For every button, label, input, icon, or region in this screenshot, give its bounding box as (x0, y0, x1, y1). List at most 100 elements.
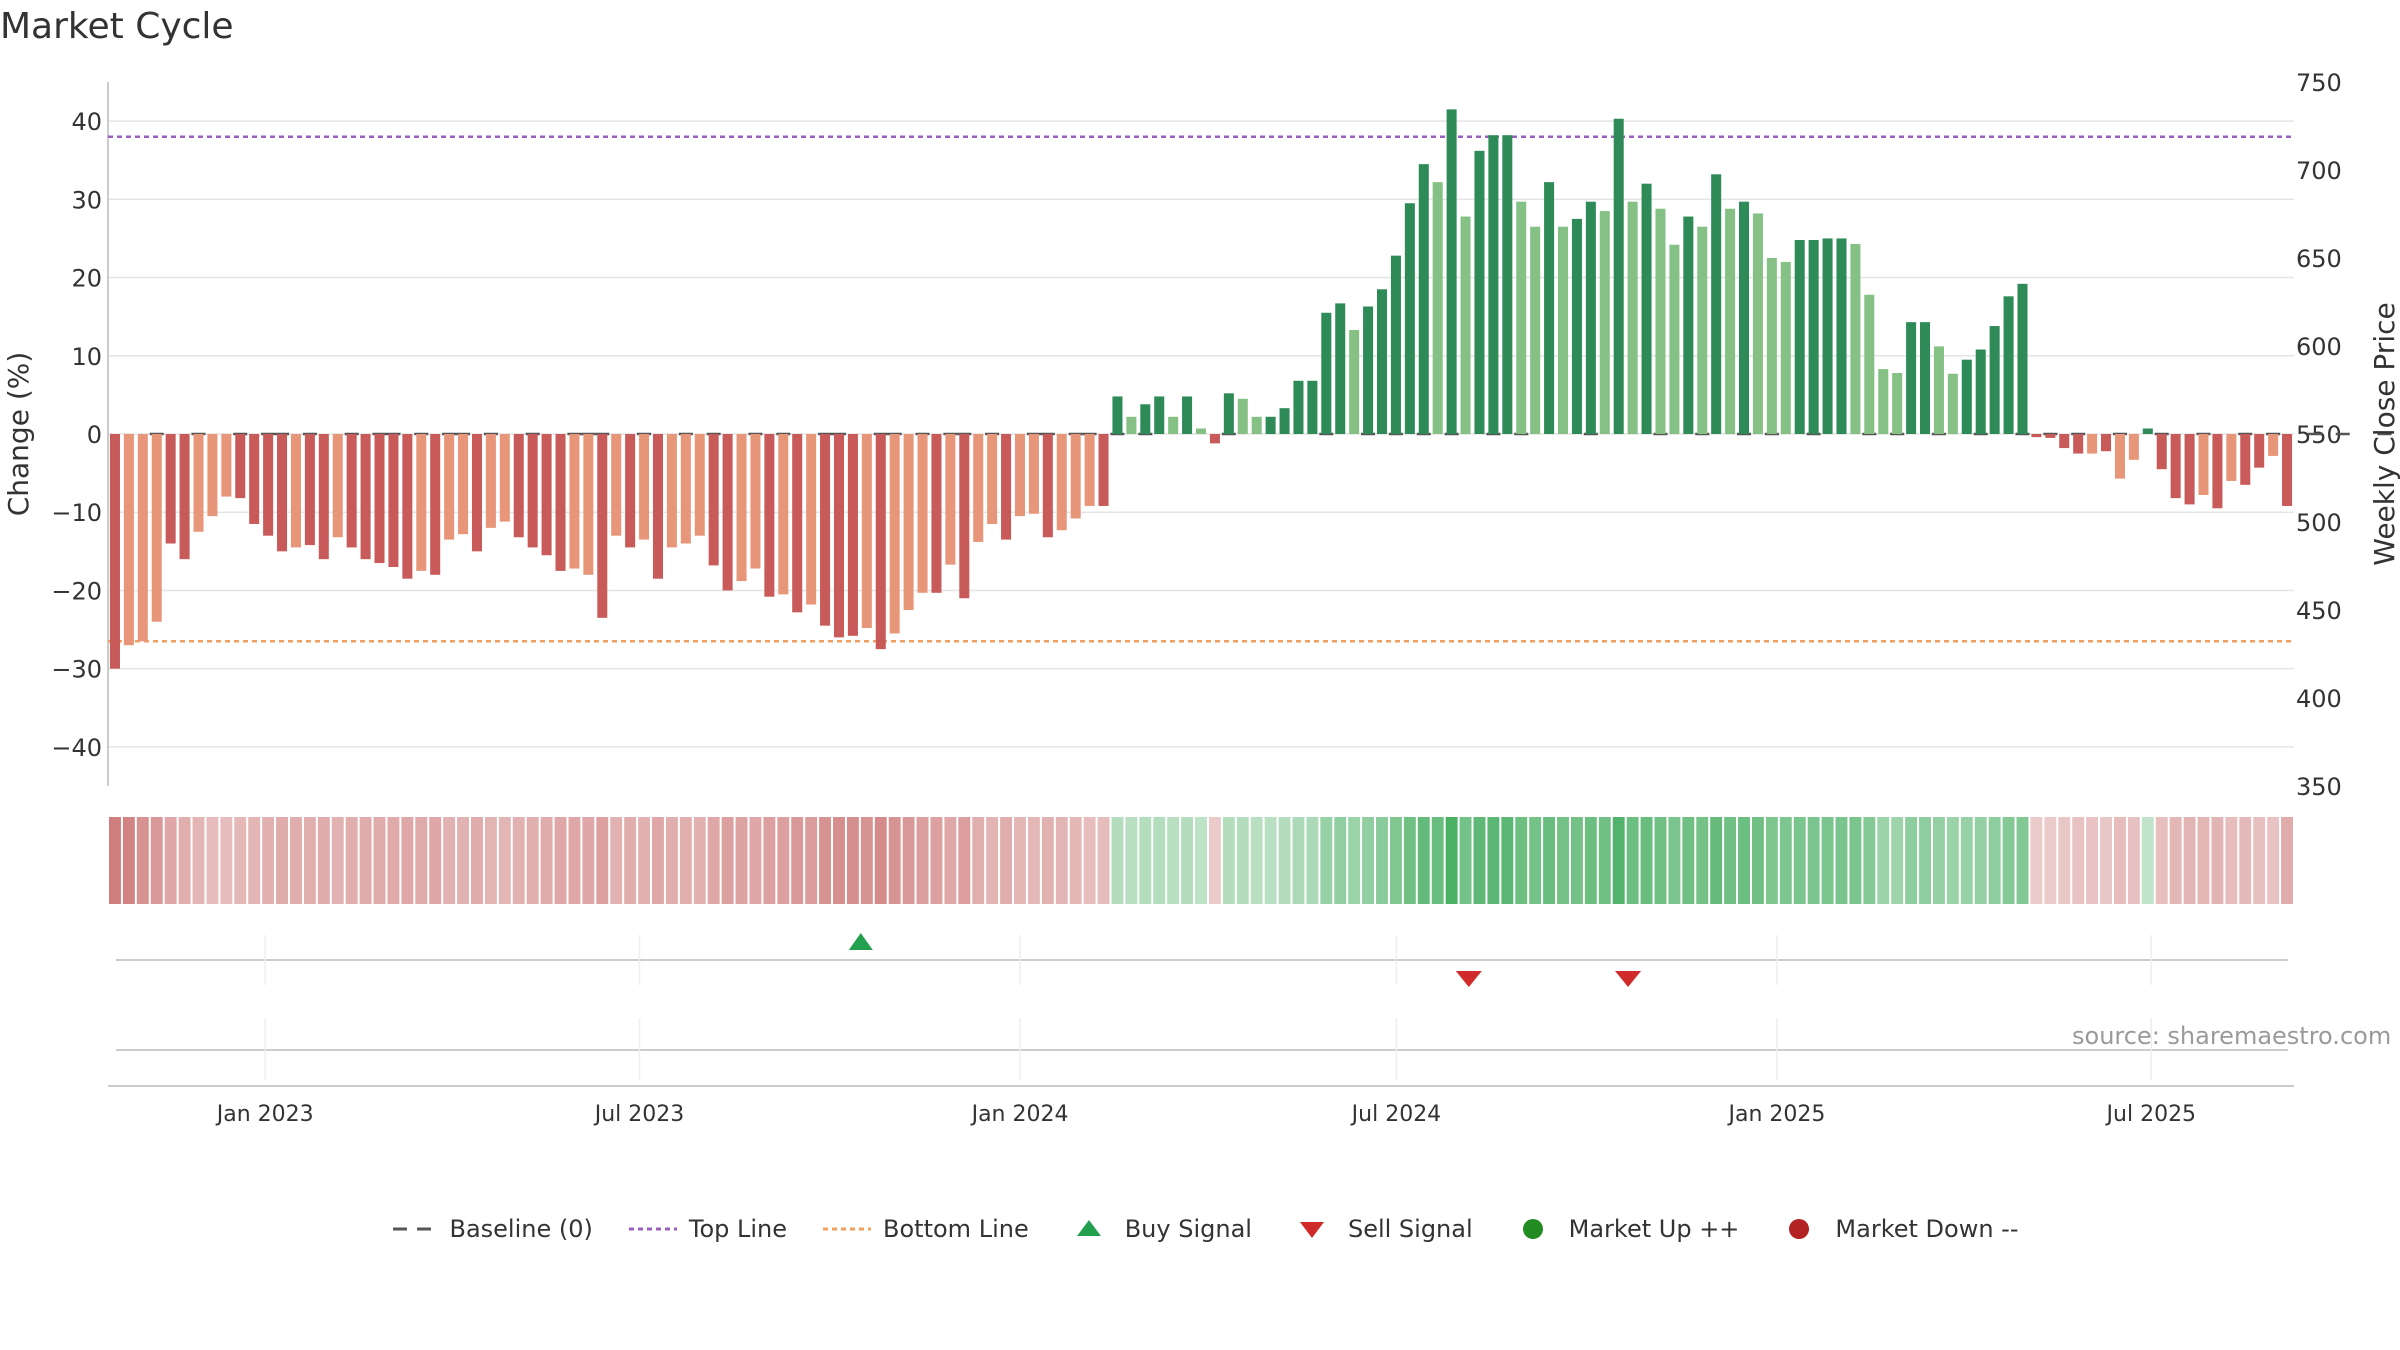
legend-bottom-line[interactable]: Bottom Line (815, 1215, 1029, 1243)
heat-cell (2100, 817, 2112, 904)
change-bar (2031, 434, 2042, 438)
heat-cell (1626, 817, 1639, 904)
legend-label-bottom-line: Bottom Line (883, 1215, 1029, 1243)
heat-cell (1765, 817, 1778, 904)
change-bar (1098, 434, 1109, 506)
change-bar (2073, 434, 2084, 454)
change-bar (1808, 240, 1819, 434)
triangle-up-icon (1076, 1220, 1101, 1236)
y-tick-label-right: 400 (2296, 685, 2342, 713)
x-tick-label: Jul 2025 (2105, 1102, 2197, 1127)
heat-cell (568, 817, 581, 904)
change-bar (1056, 434, 1067, 531)
heat-cell (1348, 817, 1361, 904)
y-axis-title-right: Weekly Close Price (2368, 302, 2400, 565)
heat-cell (1055, 817, 1068, 904)
chart-title: Market Cycle (0, 6, 234, 47)
change-bar (555, 434, 566, 571)
heat-cell (1208, 817, 1221, 904)
change-bar (1042, 434, 1053, 538)
legend-baseline[interactable]: Baseline (0) (381, 1215, 593, 1243)
change-bar (1933, 346, 1944, 434)
heat-cell (1738, 817, 1750, 904)
legend-sell-signal[interactable]: Sell Signal (1280, 1215, 1473, 1243)
change-bar (374, 434, 385, 564)
heat-cell (1835, 817, 1848, 904)
change-bar (1001, 434, 1012, 540)
y-tick-label-left: 20 (71, 265, 102, 293)
heat-cell (2211, 817, 2224, 904)
heat-cell (1445, 817, 1458, 904)
change-bar (708, 434, 719, 566)
legend-market-down[interactable]: Market Down -- (1767, 1215, 2019, 1243)
heat-cell (596, 817, 609, 904)
change-bar (2254, 434, 2265, 468)
heat-cell (373, 817, 386, 904)
change-bar (1349, 329, 1360, 434)
x-tick-label: Jul 2023 (593, 1102, 685, 1127)
heat-cell (429, 817, 442, 904)
change-bar (2268, 434, 2279, 456)
x-tick-label: Jan 2023 (215, 1102, 314, 1127)
change-bar (2101, 434, 2112, 452)
heat-cell (498, 817, 511, 904)
change-bar (1182, 396, 1193, 434)
change-bar (1627, 201, 1638, 434)
change-bar (1752, 213, 1763, 434)
x-tick-label: Jul 2024 (1350, 1102, 1442, 1127)
heat-cell (1431, 817, 1444, 904)
heat-cell (1403, 817, 1416, 904)
heat-cell (1988, 817, 2001, 904)
change-bar (2240, 434, 2251, 485)
sell-signal-marker (1455, 971, 1482, 987)
change-bar (1404, 203, 1415, 434)
change-bar (1599, 211, 1610, 434)
heat-cell (1041, 817, 1054, 904)
heat-cell (1974, 817, 1987, 904)
change-bar (1571, 218, 1582, 434)
reference-lines (108, 135, 2392, 643)
change-bar (973, 434, 984, 542)
change-bar (945, 434, 956, 565)
y-tick-label-left: −40 (51, 734, 102, 762)
heat-cell (1473, 817, 1486, 904)
heat-cell (1640, 817, 1653, 904)
change-bar (1335, 303, 1346, 434)
heat-cell (1264, 817, 1277, 904)
heat-cell (1751, 817, 1764, 904)
heat-cell (1389, 817, 1402, 904)
heat-cell (1529, 817, 1542, 904)
heat-cell (1807, 817, 1820, 904)
change-bar (792, 434, 803, 613)
change-bar (1112, 396, 1123, 434)
legend-top-line[interactable]: Top Line (621, 1215, 787, 1243)
heat-cell (109, 817, 121, 904)
circle-icon (1789, 1219, 1810, 1239)
heat-cell (2127, 817, 2140, 904)
change-bar (346, 434, 357, 548)
change-bar (1251, 416, 1262, 434)
heat-cell (1919, 817, 1931, 904)
change-bar (444, 434, 455, 540)
change-bar (2087, 434, 2098, 454)
legend-label-buy: Buy Signal (1124, 1215, 1252, 1243)
heat-cell (540, 817, 553, 904)
heat-cell (652, 817, 664, 904)
heat-cell (1153, 817, 1166, 904)
legend-buy-signal[interactable]: Buy Signal (1057, 1215, 1252, 1243)
signal-track (116, 933, 2288, 1080)
gridlines (108, 120, 2294, 748)
heat-cell (1000, 817, 1013, 904)
heat-cell (471, 817, 483, 904)
change-bar (541, 434, 552, 556)
change-bar (1558, 226, 1569, 434)
heat-cell (2281, 817, 2293, 904)
change-bar (165, 434, 176, 544)
y-tick-label-left: 10 (71, 343, 102, 371)
heat-cell (457, 817, 470, 904)
legend-market-up[interactable]: Market Up ++ (1501, 1215, 1739, 1243)
heat-cell (248, 817, 261, 904)
heat-cell (526, 817, 539, 904)
legend: Baseline (0) Top Line Bottom Line Buy Si… (0, 1215, 2400, 1243)
change-bar (569, 434, 580, 569)
